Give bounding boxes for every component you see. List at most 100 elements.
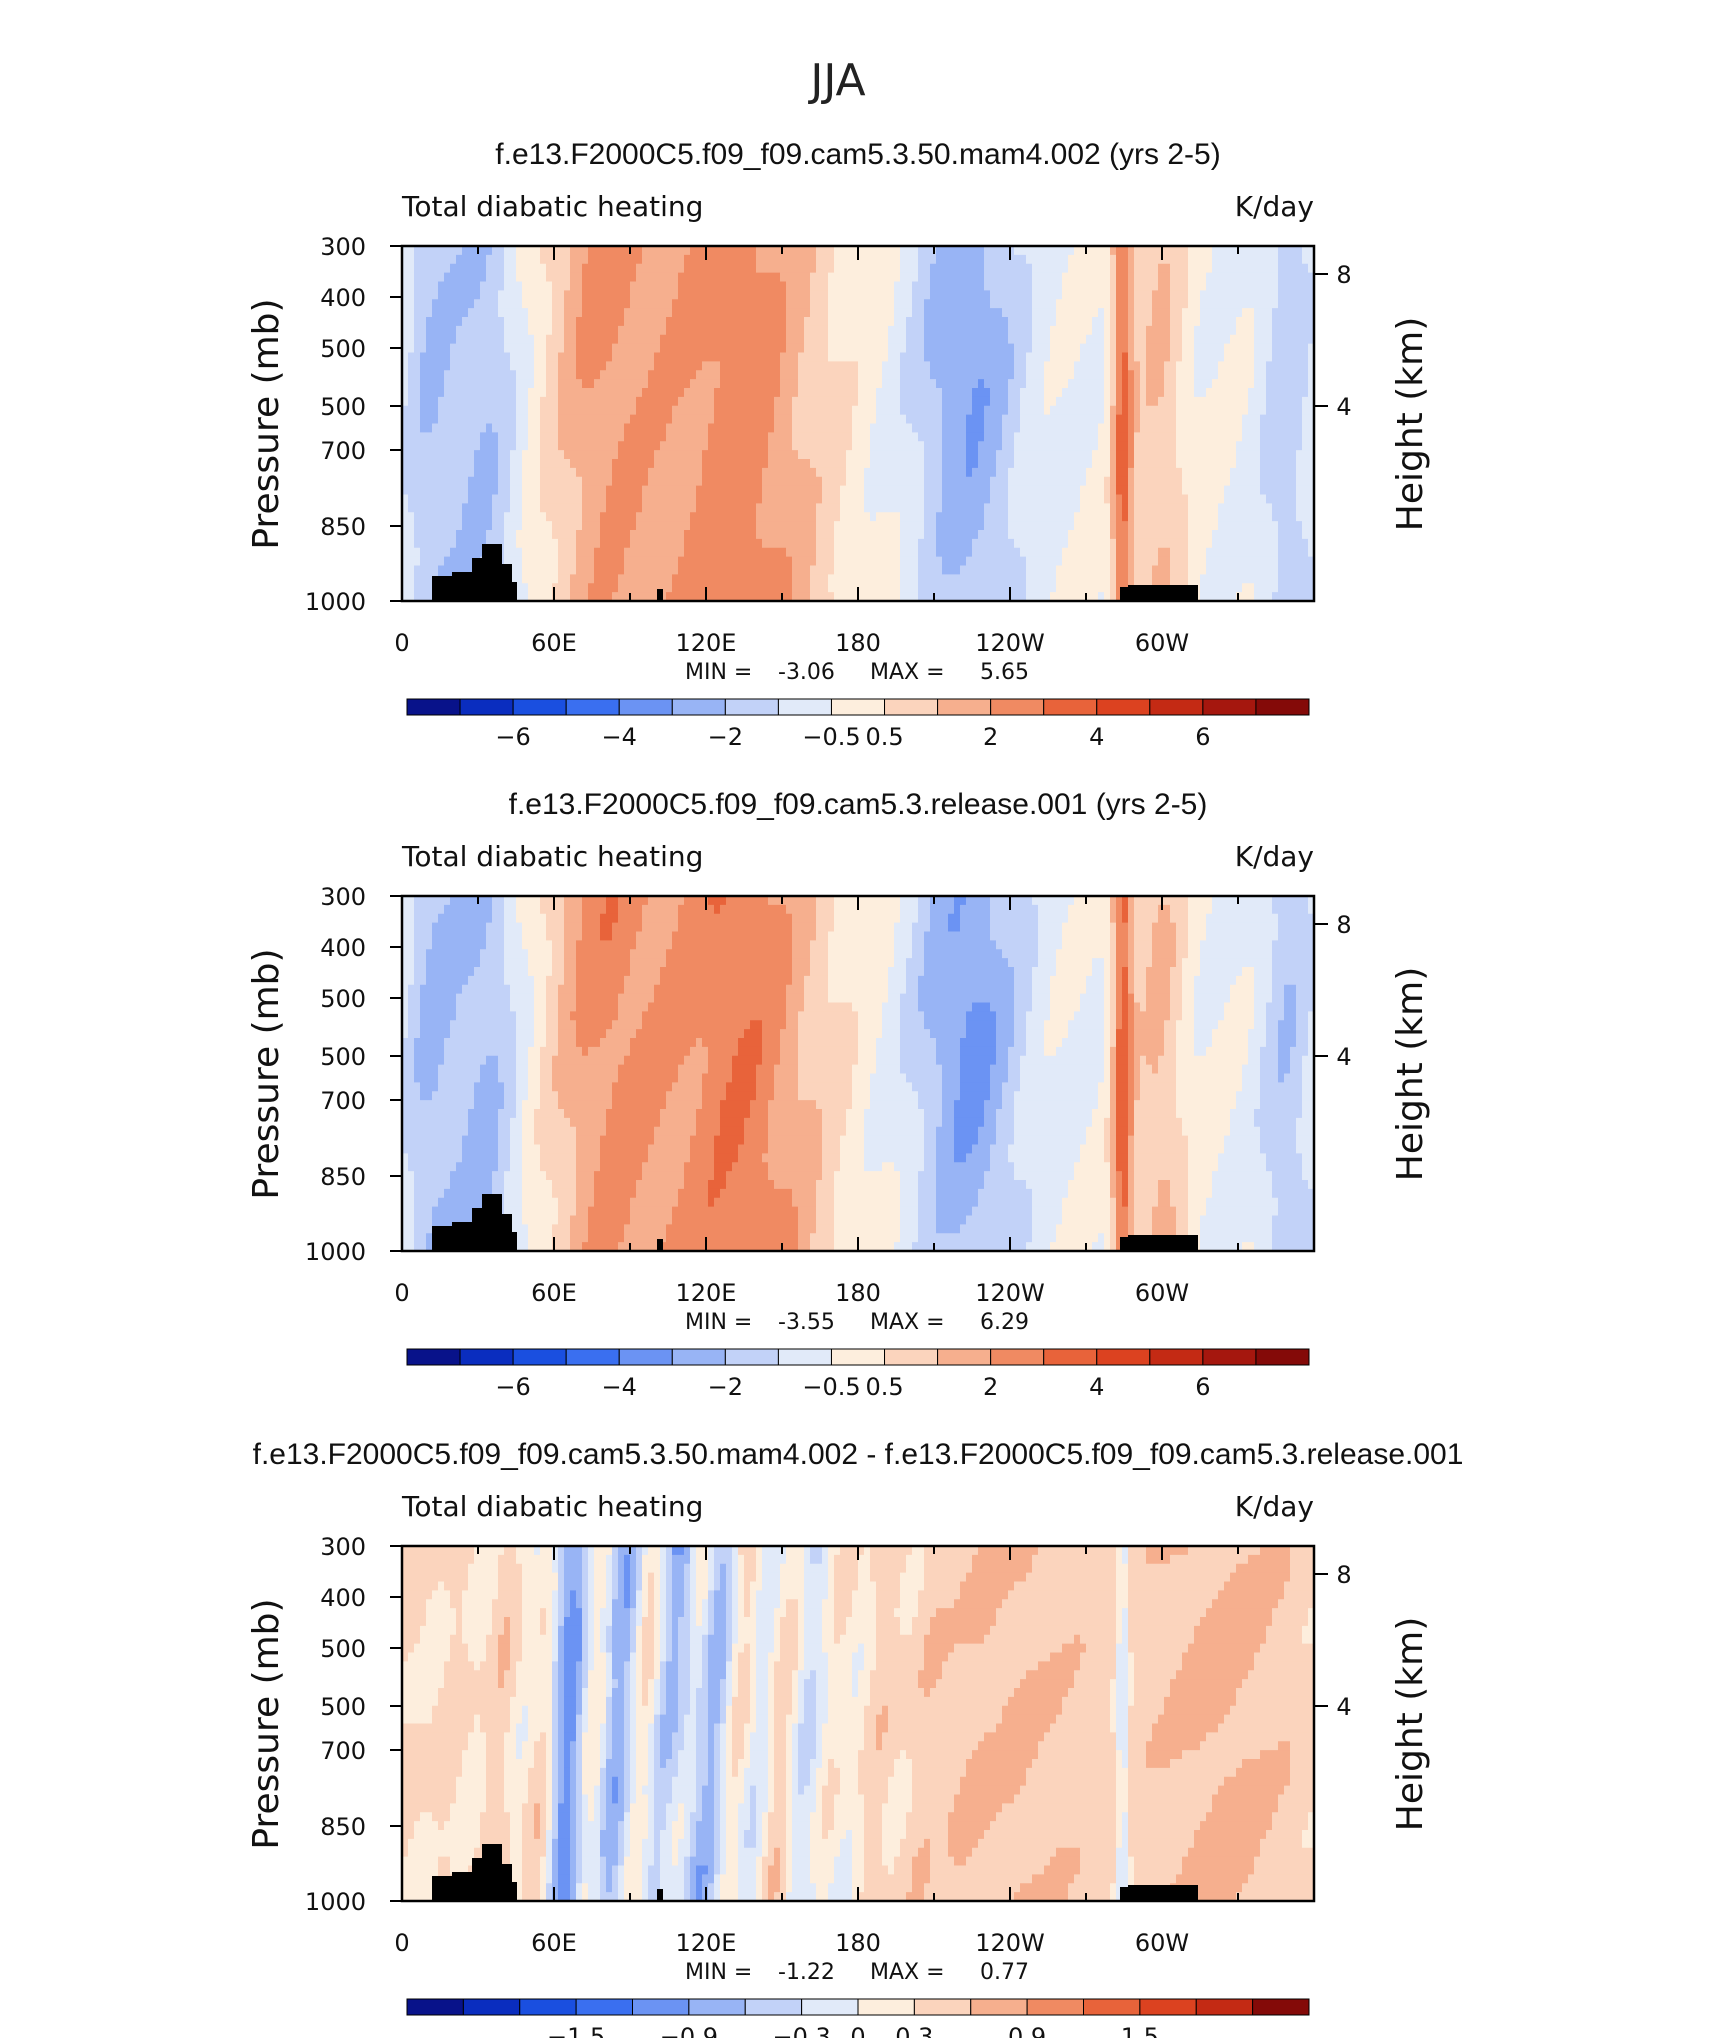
colorbar-bin [1202,698,1257,716]
panel-2: f.e13.F2000C5.f09_f09.cam5.3.release.001… [246,788,1431,1401]
colorbar-label: 0.5 [865,723,903,751]
colorbar-bin [801,1998,859,2016]
colorbar-bin [1252,1998,1310,2016]
x-tick-label: 0 [394,629,409,657]
right-string: K/day [1235,1490,1314,1523]
figure-title: JJA [807,55,865,106]
y-tick-label: 400 [320,1584,366,1612]
colorbar-bin [1083,1998,1141,2016]
colorbar-bin [937,698,992,716]
colorbar-label: 2 [983,1373,998,1401]
x-tick-label: 120W [975,1279,1045,1307]
y-axis-right-label: Height (km) [1390,1617,1431,1831]
colorbar-label: −0.5 [802,1373,860,1401]
colorbar-label: −6 [495,723,530,751]
colorbar-bin [1139,1998,1197,2016]
colorbar-bin [1195,1998,1254,2016]
x-tick-label: 60W [1135,1279,1189,1307]
colorbar-bin [1096,1348,1151,1366]
colorbar: −1.5 −0.9 −0.3 0 0.3 0.9 1.5 [406,1998,1310,2038]
x-tick-label: 60E [531,1929,577,1957]
x-tick-label: 60E [531,1279,577,1307]
y-axis-right-label: Height (km) [1390,967,1431,1181]
y-tick-label: 1000 [305,1238,366,1266]
max-value: 5.65 [980,660,1029,685]
colorbar-bin [857,1998,915,2016]
y-right-tick-label: 8 [1336,1561,1351,1589]
colorbar-bin [1043,1348,1098,1366]
max-value: 6.29 [980,1310,1029,1335]
y-tick-label: 1000 [305,1888,366,1916]
colorbar-bin [724,698,779,716]
colorbar-label: 6 [1195,1373,1210,1401]
y-tick-label: 700 [320,1087,366,1115]
colorbar-bin [406,698,461,716]
y-tick-label: 500 [320,1635,366,1663]
max-label: MAX = [870,1960,945,1985]
left-string: Total diabatic heating [401,840,703,873]
min-value: -1.22 [778,1960,835,1985]
y-axis-right-label: Height (km) [1390,317,1431,531]
colorbar-bin [671,698,726,716]
x-tick-label: 120E [676,1929,737,1957]
min-value: -3.06 [778,660,835,685]
y-tick-label: 300 [320,233,366,261]
colorbar-bin [913,1998,972,2016]
y-tick-label: 300 [320,1533,366,1561]
colorbar-label: −6 [495,1373,530,1401]
colorbar-bin [777,698,832,716]
heatmap-field [402,1546,1314,1901]
colorbar-bin [990,1348,1045,1366]
min-label: MIN = [685,660,752,685]
y-tick-label: 700 [320,437,366,465]
colorbar-bin [1096,698,1151,716]
y-right-tick-label: 4 [1336,393,1351,421]
left-string: Total diabatic heating [401,1490,703,1523]
topography [432,1194,1198,1251]
colorbar-label: 1.5 [1121,2023,1159,2038]
colorbar-label: −2 [708,723,743,751]
y-tick-label: 1000 [305,588,366,616]
colorbar-bin [1255,698,1310,716]
colorbar-bin [671,1348,726,1366]
y-right-tick-label: 8 [1336,911,1351,939]
colorbar-bin [884,698,939,716]
right-string: K/day [1235,840,1314,873]
colorbar-bin [830,1348,886,1366]
colorbar-label: −0.3 [772,2023,830,2038]
y-right-tick-label: 4 [1336,1043,1351,1071]
y-tick-label: 850 [320,1163,366,1191]
colorbar-label: 0 [850,2023,865,2038]
x-tick-label: 60E [531,629,577,657]
colorbar-bin [937,1348,992,1366]
panel-1: f.e13.F2000C5.f09_f09.cam5.3.50.mam4.002… [246,138,1431,751]
colorbar-label: 6 [1195,723,1210,751]
y-tick-label: 500 [320,1693,366,1721]
x-tick-label: 120W [975,1929,1045,1957]
colorbar-bin [459,1348,514,1366]
right-string: K/day [1235,190,1314,223]
y-tick-label: 500 [320,1043,366,1071]
y-tick-label: 500 [320,985,366,1013]
y-tick-label: 850 [320,513,366,541]
max-value: 0.77 [980,1960,1029,1985]
colorbar-bin [618,1348,673,1366]
y-axis-label: Pressure (mb) [246,1598,287,1849]
colorbar-bin [575,1998,633,2016]
x-tick-label: 180 [835,629,881,657]
colorbar-bin [406,1348,461,1366]
panel-title: f.e13.F2000C5.f09_f09.cam5.3.50.mam4.002… [495,138,1220,171]
max-label: MAX = [870,660,945,685]
colorbar-bin [688,1998,746,2016]
colorbar-bin [512,1348,567,1366]
max-label: MAX = [870,1310,945,1335]
colorbar-label: 0.9 [1008,2023,1046,2038]
min-label: MIN = [685,1960,752,1985]
colorbar-label: −1.5 [547,2023,605,2038]
x-tick-label: 120E [676,629,737,657]
y-tick-label: 850 [320,1813,366,1841]
y-axis-label: Pressure (mb) [246,298,287,549]
colorbar-label: 4 [1089,1373,1104,1401]
x-tick-label: 0 [394,1929,409,1957]
x-tick-label: 0 [394,1279,409,1307]
